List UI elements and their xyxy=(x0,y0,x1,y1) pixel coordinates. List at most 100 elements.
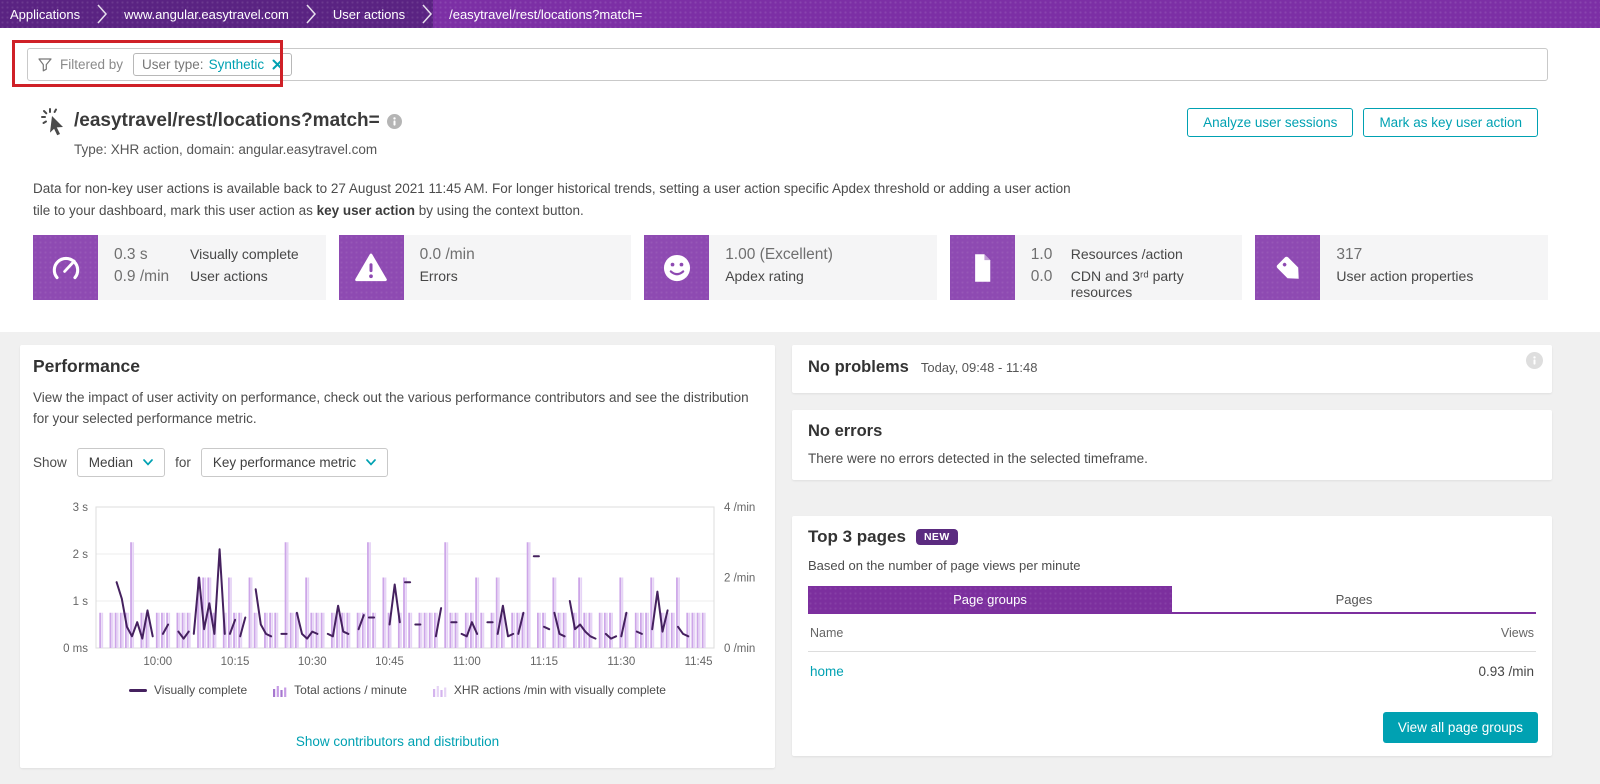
kpi-select-value: Key performance metric xyxy=(212,455,357,470)
tile-value: 1.00 (Excellent) xyxy=(725,246,833,263)
tile-label: User actions xyxy=(190,268,268,284)
filter-icon xyxy=(38,57,52,72)
tile-resources[interactable]: 1.0 Resources /action 0.0 CDN and 3ʳᵈ part… xyxy=(949,235,1243,300)
tile-label: Resources /action xyxy=(1070,246,1183,262)
notice-before: Data for non-key user actions is availab… xyxy=(33,181,1071,218)
svg-text:3 s: 3 s xyxy=(73,502,89,514)
table-row: home 0.93 /min xyxy=(808,656,1536,686)
smiley-icon xyxy=(644,235,710,300)
user-action-cursor-icon xyxy=(40,106,72,143)
top-pages-tabs: Page groups Pages xyxy=(808,586,1536,614)
tile-value: 0.0 xyxy=(1030,268,1053,285)
errors-message: There were no errors detected in the sel… xyxy=(808,451,1148,466)
performance-title: Performance xyxy=(33,356,140,376)
tile-value: 317 xyxy=(1336,246,1363,263)
svg-text:0 ms: 0 ms xyxy=(63,643,88,655)
svg-text:11:30: 11:30 xyxy=(607,656,635,668)
filter-chip-value: Synthetic xyxy=(208,57,265,72)
line-swatch-icon xyxy=(129,688,147,692)
tile-value: 0.3 s xyxy=(114,246,148,263)
tile-label: Apdex rating xyxy=(725,268,804,284)
problems-card: No problems Today, 09:48 - 11:48 xyxy=(792,345,1552,393)
breadcrumb-item-applications[interactable]: Applications xyxy=(10,6,81,22)
analyze-user-sessions-button[interactable]: Analyze user sessions xyxy=(1187,108,1354,137)
document-icon xyxy=(949,235,1015,300)
legend-visually-complete[interactable]: Visually complete xyxy=(129,683,247,697)
svg-text:0 /min: 0 /min xyxy=(724,643,755,655)
page-subtitle: Type: XHR action, domain: angular.easytr… xyxy=(74,142,378,157)
info-icon[interactable] xyxy=(1526,352,1543,369)
chevron-down-icon xyxy=(366,459,376,466)
tile-label: Visually complete xyxy=(190,246,299,262)
errors-title: No errors xyxy=(808,422,883,440)
metric-select[interactable]: Median xyxy=(76,448,166,477)
legend-label: XHR actions /min with visually complete xyxy=(453,683,666,697)
bar-chart-icon xyxy=(273,685,287,697)
bar-chart-icon xyxy=(432,685,447,697)
view-all-page-groups-button[interactable]: View all page groups xyxy=(1382,712,1538,743)
close-icon[interactable] xyxy=(272,59,283,70)
errors-card: No errors There were no errors detected … xyxy=(792,410,1552,480)
metric-tiles: 0.3 s Visually complete 0.9 /min User acti… xyxy=(33,235,1548,300)
chevron-right-icon xyxy=(96,0,108,28)
breadcrumb-item-application[interactable]: www.angular.easytravel.com xyxy=(124,6,289,22)
legend-xhr-actions[interactable]: XHR actions /min with visually complete xyxy=(432,683,666,697)
tab-pages[interactable]: Pages xyxy=(1172,586,1536,612)
filtered-by-label: Filtered by xyxy=(60,57,124,72)
chevron-right-icon xyxy=(305,0,317,28)
svg-text:4 /min: 4 /min xyxy=(724,502,755,514)
table-header-name: Name xyxy=(810,626,844,640)
performance-card: Performance View the impact of user acti… xyxy=(20,345,775,768)
chart-legend: Visually complete Total actions / minute… xyxy=(20,683,775,697)
svg-text:2 s: 2 s xyxy=(73,549,89,561)
svg-text:11:00: 11:00 xyxy=(453,656,481,668)
legend-label: Visually complete xyxy=(154,683,248,697)
notice-bold: key user action xyxy=(316,202,415,218)
notice-text: Data for non-key user actions is availab… xyxy=(33,178,1078,221)
svg-text:11:15: 11:15 xyxy=(530,656,558,668)
legend-label: Total actions / minute xyxy=(294,683,407,697)
tile-label: Errors xyxy=(419,268,458,284)
problems-title: No problems xyxy=(808,358,909,376)
top-pages-card: Top 3 pages NEW Based on the number of p… xyxy=(792,516,1552,756)
info-icon[interactable] xyxy=(386,113,402,129)
performance-chart: 0 ms 1 s 2 s 3 s 0 /min 2 /min 4 /min 10:00 10:1… xyxy=(28,497,768,676)
svg-text:2 /min: 2 /min xyxy=(724,573,755,585)
legend-total-actions[interactable]: Total actions / minute xyxy=(273,683,407,697)
problems-timeframe: Today, 09:48 - 11:48 xyxy=(920,360,1038,375)
svg-text:10:15: 10:15 xyxy=(221,656,250,668)
tab-page-groups[interactable]: Page groups xyxy=(808,586,1172,612)
tile-label: CDN and 3ʳᵈ party resources xyxy=(1070,268,1184,300)
tag-icon xyxy=(1255,235,1321,300)
filter-chip-key: User type: xyxy=(142,57,204,72)
for-label: for xyxy=(175,455,191,470)
show-contributors-link[interactable]: Show contributors and distribution xyxy=(295,734,500,749)
metric-select-value: Median xyxy=(88,455,134,470)
page-group-link[interactable]: home xyxy=(810,663,844,679)
gauge-icon xyxy=(33,235,98,300)
tile-label: User action properties xyxy=(1336,268,1474,284)
warning-icon xyxy=(338,235,404,300)
tile-value: 0.0 /min xyxy=(419,246,475,263)
filter-chip[interactable]: User type: Synthetic xyxy=(133,53,293,76)
show-label: Show xyxy=(33,455,67,470)
svg-text:10:30: 10:30 xyxy=(298,656,327,668)
new-badge: NEW xyxy=(915,529,958,545)
filter-bar: Filtered by User type: Synthetic xyxy=(27,48,1548,81)
tile-value: 0.9 /min xyxy=(114,268,170,285)
breadcrumb-item-user-actions[interactable]: User actions xyxy=(332,6,406,22)
tile-apdex[interactable]: 1.00 (Excellent) Apdex rating xyxy=(644,235,937,300)
breadcrumb-item-current: /easytravel/rest/locations?match= xyxy=(433,0,1600,28)
tile-visually-complete[interactable]: 0.3 s Visually complete 0.9 /min User acti… xyxy=(33,235,326,300)
svg-text:11:45: 11:45 xyxy=(685,656,713,668)
breadcrumb: Applications www.angular.easytravel.com … xyxy=(0,0,1600,28)
chevron-right-icon xyxy=(421,0,433,28)
svg-text:10:45: 10:45 xyxy=(375,656,404,668)
tile-properties[interactable]: 317 User action properties xyxy=(1255,235,1548,300)
performance-description: View the impact of user activity on perf… xyxy=(33,390,749,426)
mark-key-user-action-button[interactable]: Mark as key user action xyxy=(1363,108,1538,137)
chevron-down-icon xyxy=(143,459,153,466)
tile-errors[interactable]: 0.0 /min Errors xyxy=(338,235,632,300)
svg-text:10:00: 10:00 xyxy=(143,656,172,668)
kpi-select[interactable]: Key performance metric xyxy=(200,448,389,477)
